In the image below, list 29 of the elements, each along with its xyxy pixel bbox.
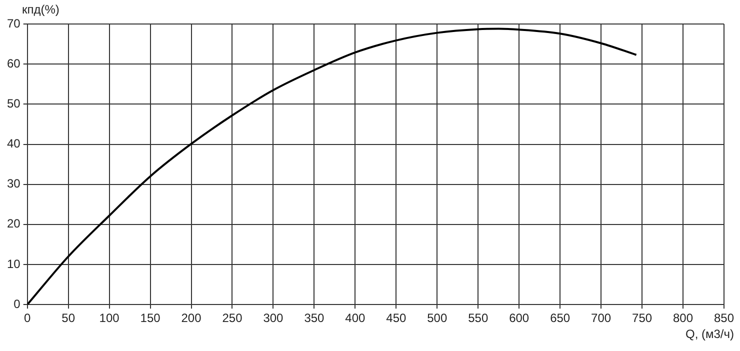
x-tick-label: 50 — [62, 311, 76, 326]
y-tick-label: 0 — [14, 296, 21, 311]
x-tick-label: 550 — [468, 311, 488, 326]
y-axis-title: кпд(%) — [22, 2, 60, 16]
x-tick-label: 500 — [427, 311, 448, 326]
y-tick-label: 70 — [6, 16, 21, 30]
x-tick-label: 650 — [550, 311, 570, 326]
y-tick-label: 10 — [6, 256, 21, 271]
x-tick-label: 0 — [24, 311, 32, 326]
y-tick-label: 50 — [6, 96, 21, 110]
x-tick-label: 800 — [673, 311, 694, 326]
x-tick-label: 300 — [263, 311, 284, 326]
y-tick-label: 60 — [6, 56, 21, 70]
x-tick-label: 700 — [591, 311, 612, 326]
x-tick-label: 150 — [140, 311, 161, 326]
x-tick-label: 600 — [509, 311, 530, 326]
y-tick-label: 20 — [6, 216, 21, 231]
x-tick-label: 350 — [304, 311, 325, 326]
x-tick-label: 750 — [632, 311, 652, 326]
x-tick-label: 450 — [386, 311, 406, 326]
x-tick-label: 400 — [345, 311, 366, 326]
x-tick-label: 850 — [714, 311, 734, 326]
x-tick-label: 200 — [181, 311, 202, 326]
x-axis-title: Q, (м3/ч) — [685, 326, 734, 341]
y-tick-label: 40 — [6, 136, 21, 151]
y-tick-label: 30 — [6, 176, 21, 191]
x-tick-label: 100 — [99, 311, 120, 326]
line-series — [27, 28, 638, 305]
x-tick-label: 250 — [222, 311, 243, 326]
